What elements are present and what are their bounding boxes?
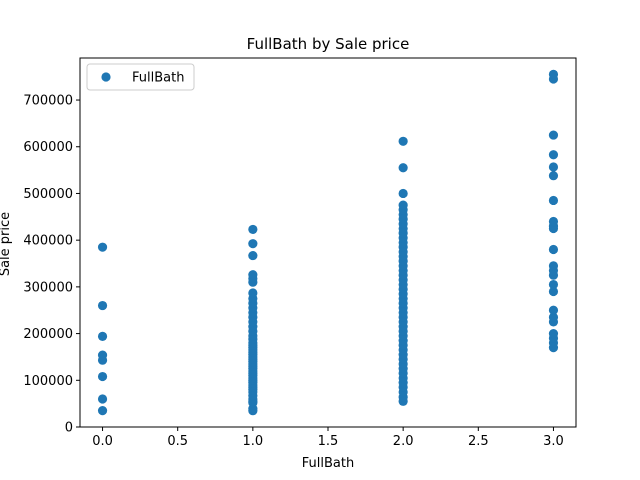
y-tick-label: 500000: [23, 187, 73, 202]
data-point: [548, 162, 559, 172]
data-point: [97, 300, 108, 311]
x-tick-label: 1.0: [243, 434, 264, 449]
y-tick-label: 600000: [23, 140, 73, 155]
data-point: [97, 350, 108, 360]
data-point: [548, 195, 559, 206]
legend-marker: [101, 72, 111, 82]
data-point: [548, 286, 559, 297]
data-point: [548, 171, 559, 181]
y-tick-label: 0: [65, 421, 73, 436]
data-point: [548, 130, 559, 140]
data-point: [548, 216, 559, 227]
data-point: [97, 394, 108, 404]
data-point: [97, 331, 108, 341]
data-point: [248, 288, 258, 298]
data-point: [548, 328, 559, 339]
data-point: [398, 163, 408, 173]
data-point: [248, 250, 258, 261]
x-tick-label: 2.5: [468, 434, 489, 449]
data-point: [97, 242, 108, 252]
x-axis-label: FullBath: [302, 456, 354, 471]
x-tick-label: 1.5: [318, 434, 339, 449]
data-point: [97, 371, 108, 382]
data-point: [248, 239, 258, 249]
data-point: [248, 224, 258, 235]
axes-frame: [79, 57, 577, 428]
data-point: [398, 200, 408, 210]
data-point: [398, 136, 408, 146]
y-tick-label: 300000: [23, 280, 73, 295]
y-axis-label: Sale price: [0, 212, 13, 276]
x-tick-label: 3.0: [543, 434, 564, 449]
y-tick-label: 700000: [23, 94, 73, 109]
data-point: [548, 312, 559, 322]
chart-title: FullBath by Sale price: [247, 35, 410, 53]
y-tick-label: 400000: [23, 234, 73, 249]
y-tick-label: 100000: [23, 374, 73, 389]
plot-area: 0.0 0.5 1.0 1.5 2.0 2.5 3.0 0 100000 200000 300000…: [23, 57, 577, 449]
legend-frame: [86, 63, 195, 91]
data-point: [398, 188, 408, 199]
data-point: [248, 270, 258, 280]
data-point: [548, 279, 559, 290]
data-point: [548, 69, 559, 79]
x-tick-label: 0.5: [167, 434, 188, 449]
x-tick-label: 2.0: [393, 434, 414, 449]
x-tick-label: 0.0: [92, 434, 113, 449]
data-point: [548, 150, 559, 160]
data-point: [548, 261, 559, 271]
y-tick-label: 200000: [23, 327, 73, 342]
data-point: [97, 406, 108, 416]
legend: FullBath: [86, 63, 195, 91]
data-point: [548, 244, 559, 255]
legend-label: FullBath: [132, 71, 184, 86]
data-point: [548, 305, 559, 315]
